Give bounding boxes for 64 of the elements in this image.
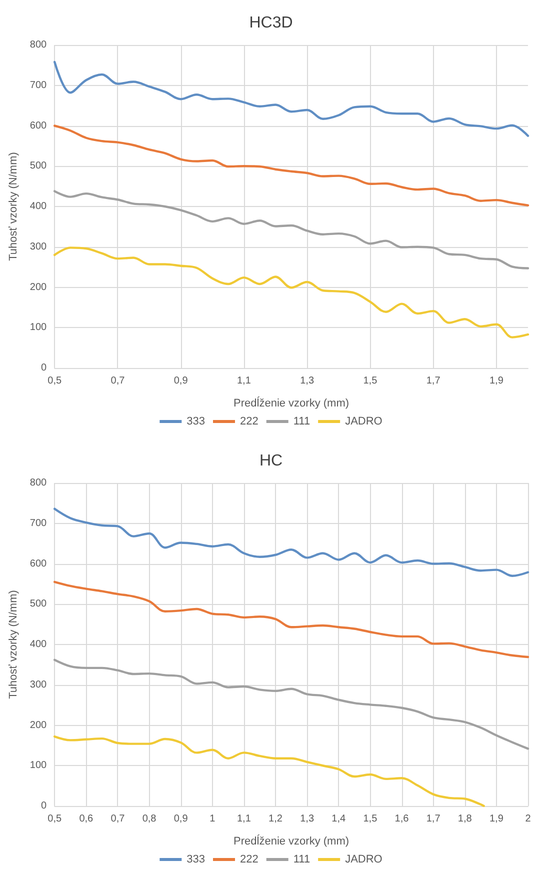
x-tick-label: 1,7 <box>426 376 441 386</box>
line-series <box>53 246 530 338</box>
legend-label: JADRO <box>345 416 383 428</box>
y-tick-label: 400 <box>30 201 48 212</box>
x-tick-label: 1,1 <box>237 814 252 824</box>
x-tick-label: 1,3 <box>300 376 314 386</box>
chart-title: HC3D <box>249 14 293 32</box>
legend-label: 222 <box>240 416 258 428</box>
line-series <box>53 658 530 750</box>
legend-label: JADRO <box>345 854 383 866</box>
y-tick-label: 300 <box>30 241 48 252</box>
line-series <box>53 508 530 577</box>
legend-label: 111 <box>293 416 310 428</box>
y-tick-label: 800 <box>30 40 48 50</box>
x-tick-label: 0,9 <box>174 376 188 386</box>
x-axis-title: Predĺženie vzorky (mm) <box>234 834 350 848</box>
x-tick-label: 0,5 <box>48 814 62 824</box>
x-tick-label: 1,7 <box>426 814 441 824</box>
legend-label: 333 <box>186 416 206 428</box>
y-tick-label: 200 <box>30 720 48 731</box>
legend-label: 333 <box>186 854 206 866</box>
chart-title: HC <box>259 452 283 470</box>
legend-label: 111 <box>293 854 310 866</box>
x-tick-label: 1,2 <box>268 814 283 824</box>
x-tick-label: 1,1 <box>237 376 252 386</box>
x-tick-label: 0,7 <box>110 814 126 824</box>
y-tick-label: 200 <box>30 282 48 293</box>
y-tick-label: 600 <box>30 558 48 570</box>
x-tick-label: 2 <box>525 814 532 824</box>
x-tick-label: 1,3 <box>300 814 314 824</box>
x-tick-label: 1,5 <box>363 376 378 386</box>
line-series <box>53 124 530 206</box>
x-tick-label: 1,5 <box>363 814 378 824</box>
y-tick-label: 700 <box>30 80 48 91</box>
y-tick-label: 800 <box>30 478 48 488</box>
y-tick-label: 300 <box>30 679 48 690</box>
y-tick-label: 500 <box>30 598 48 610</box>
y-tick-label: 700 <box>30 518 48 529</box>
x-tick-label: 1 <box>210 814 216 824</box>
x-tick-label: 0,5 <box>48 376 62 386</box>
legend-label: 222 <box>240 854 258 866</box>
y-tick-label: 0 <box>41 800 48 812</box>
y-tick-label: 600 <box>30 120 48 132</box>
y-tick-label: 0 <box>41 362 48 374</box>
x-tick-label: 1,4 <box>332 814 346 824</box>
y-tick-label: 100 <box>30 322 48 334</box>
x-axis-title: Predĺženie vzorky (mm) <box>234 396 350 410</box>
y-tick-label: 400 <box>30 639 48 650</box>
line-series <box>53 60 530 137</box>
line-series <box>53 580 530 658</box>
x-tick-label: 0,6 <box>79 814 94 824</box>
line-series <box>53 735 485 808</box>
x-tick-label: 1,9 <box>489 814 504 824</box>
x-tick-label: 0,8 <box>142 814 157 824</box>
x-tick-label: 1,6 <box>394 814 410 824</box>
y-tick-label: 100 <box>30 760 48 772</box>
x-tick-label: 0,9 <box>174 814 188 824</box>
y-tick-label: 500 <box>30 160 48 172</box>
x-tick-label: 0,7 <box>110 376 126 386</box>
x-tick-label: 1,8 <box>458 814 472 824</box>
x-tick-label: 1,9 <box>489 376 504 386</box>
y-axis-title: Tuhosť vzorky (N/mm) <box>8 152 20 261</box>
y-axis-title: Tuhosť vzorky (N/mm) <box>8 590 20 699</box>
line-series <box>53 190 530 270</box>
